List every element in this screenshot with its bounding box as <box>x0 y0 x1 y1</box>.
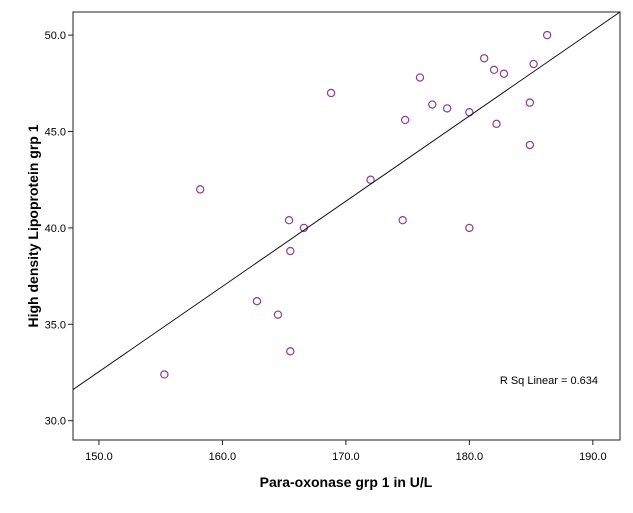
y-tick-label: 30.0 <box>45 416 66 428</box>
x-tick-label: 170.0 <box>332 451 360 463</box>
data-point <box>489 65 499 75</box>
data-point <box>442 104 452 113</box>
data-point <box>160 370 169 379</box>
r-squared-annotation: R Sq Linear = 0.634 <box>500 375 598 387</box>
data-point <box>400 115 410 125</box>
data-point <box>428 100 437 109</box>
x-tick-label: 180.0 <box>456 451 484 463</box>
plot-frame <box>72 11 621 441</box>
data-point <box>284 216 294 225</box>
x-tick-label: 190.0 <box>579 451 607 463</box>
y-axis-label: High density Lipoprotein grp 1 <box>25 124 41 327</box>
data-point <box>529 59 538 69</box>
data-point <box>398 216 407 225</box>
data-point <box>273 310 283 319</box>
data-point <box>525 98 535 107</box>
x-tick-label: 160.0 <box>209 451 237 463</box>
data-point <box>542 30 552 40</box>
data-point <box>479 54 489 63</box>
x-axis-label: Para-oxonase grp 1 in U/L <box>260 474 433 490</box>
data-point <box>286 347 295 356</box>
data-point <box>195 185 205 194</box>
data-point <box>326 88 336 98</box>
regression-line <box>72 11 621 390</box>
data-point <box>366 175 375 184</box>
data-point <box>465 223 474 233</box>
data-point <box>525 140 535 150</box>
y-tick-label: 45.0 <box>45 127 66 139</box>
data-point <box>499 69 509 78</box>
x-tick-label: 150.0 <box>85 451 113 463</box>
y-tick-label: 40.0 <box>45 223 66 235</box>
data-point <box>252 296 262 306</box>
data-point <box>415 73 425 82</box>
data-point <box>492 119 501 129</box>
y-tick-label: 35.0 <box>45 319 66 331</box>
data-point <box>286 246 295 256</box>
y-tick-label: 50.0 <box>45 30 66 42</box>
